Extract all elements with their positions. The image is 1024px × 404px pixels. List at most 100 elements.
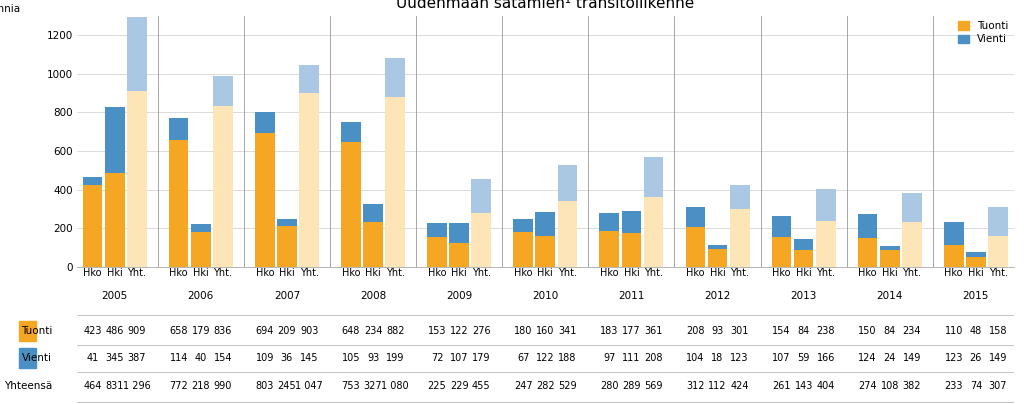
Text: 183: 183 xyxy=(600,326,618,336)
Bar xyxy=(966,252,986,257)
Title: Uudenmaan satamien¹ transitoliikenne: Uudenmaan satamien¹ transitoliikenne xyxy=(396,0,694,11)
Text: 2011: 2011 xyxy=(618,291,644,301)
Text: 387: 387 xyxy=(128,353,146,363)
Bar xyxy=(127,91,146,267)
Bar xyxy=(772,237,792,267)
Text: 225: 225 xyxy=(428,381,446,391)
Text: 247: 247 xyxy=(514,381,532,391)
Bar xyxy=(944,222,964,246)
Text: 772: 772 xyxy=(169,381,188,391)
Text: 107: 107 xyxy=(450,353,468,363)
Text: 122: 122 xyxy=(450,326,468,336)
Text: 803: 803 xyxy=(256,381,274,391)
Bar xyxy=(730,185,750,208)
Bar xyxy=(299,93,318,267)
Bar xyxy=(169,118,188,140)
Bar xyxy=(513,232,532,267)
Bar xyxy=(385,97,406,267)
Text: 36: 36 xyxy=(281,353,293,363)
Legend: Tuonti, Vienti: Tuonti, Vienti xyxy=(958,21,1009,44)
Text: 2013: 2013 xyxy=(791,291,817,301)
Bar xyxy=(385,58,406,97)
Text: 154: 154 xyxy=(214,353,232,363)
Bar xyxy=(427,223,446,237)
Text: 2015: 2015 xyxy=(963,291,989,301)
Text: 2007: 2007 xyxy=(273,291,300,301)
Text: 122: 122 xyxy=(536,353,555,363)
Bar xyxy=(599,213,620,231)
Text: 2006: 2006 xyxy=(187,291,214,301)
Text: 234: 234 xyxy=(903,326,922,336)
Text: 93: 93 xyxy=(367,353,379,363)
Bar xyxy=(213,76,232,105)
Text: 529: 529 xyxy=(558,381,577,391)
Text: 72: 72 xyxy=(431,353,443,363)
Text: 160: 160 xyxy=(537,326,554,336)
Text: 41: 41 xyxy=(86,353,98,363)
Text: 199: 199 xyxy=(386,353,404,363)
Text: 312: 312 xyxy=(686,381,705,391)
Bar xyxy=(513,219,532,232)
Bar xyxy=(685,227,706,267)
Text: Vienti: Vienti xyxy=(23,353,52,363)
Bar xyxy=(341,122,360,142)
Text: 84: 84 xyxy=(798,326,810,336)
Bar xyxy=(255,112,274,133)
Text: 238: 238 xyxy=(816,326,835,336)
Bar xyxy=(858,214,878,238)
Bar xyxy=(644,197,664,267)
Text: 123: 123 xyxy=(944,353,963,363)
Text: 179: 179 xyxy=(191,326,210,336)
Text: 93: 93 xyxy=(712,326,724,336)
Text: 114: 114 xyxy=(169,353,187,363)
Text: 123: 123 xyxy=(730,353,749,363)
Bar xyxy=(364,204,383,221)
Text: 2009: 2009 xyxy=(446,291,472,301)
Text: 261: 261 xyxy=(772,381,791,391)
Text: 836: 836 xyxy=(214,326,232,336)
Bar xyxy=(988,208,1008,236)
Bar xyxy=(858,238,878,267)
Bar xyxy=(536,213,555,236)
Text: Tuonti: Tuonti xyxy=(20,326,52,336)
Text: 67: 67 xyxy=(517,353,529,363)
Text: 74: 74 xyxy=(970,381,982,391)
Text: 233: 233 xyxy=(944,381,963,391)
Text: 2012: 2012 xyxy=(705,291,731,301)
Text: 111: 111 xyxy=(623,353,641,363)
Text: 327: 327 xyxy=(364,381,382,391)
Text: 166: 166 xyxy=(816,353,835,363)
Bar xyxy=(427,237,446,267)
Text: 2014: 2014 xyxy=(877,291,903,301)
Text: 307: 307 xyxy=(989,381,1008,391)
Bar xyxy=(772,217,792,237)
Text: 831: 831 xyxy=(105,381,124,391)
Text: 143: 143 xyxy=(795,381,813,391)
Text: 2005: 2005 xyxy=(101,291,128,301)
Bar xyxy=(988,236,1008,267)
Bar xyxy=(966,257,986,267)
Bar xyxy=(83,177,102,185)
Text: 382: 382 xyxy=(903,381,922,391)
Text: 153: 153 xyxy=(428,326,446,336)
Bar xyxy=(944,246,964,267)
Text: 1 047: 1 047 xyxy=(295,381,323,391)
Text: 455: 455 xyxy=(472,381,490,391)
Bar xyxy=(880,250,900,267)
Text: 188: 188 xyxy=(558,353,577,363)
Bar xyxy=(169,140,188,267)
Text: 149: 149 xyxy=(903,353,922,363)
Text: 1 000
tonnia: 1 000 tonnia xyxy=(0,0,20,14)
Bar xyxy=(622,211,641,233)
Bar xyxy=(558,201,578,267)
Bar xyxy=(599,231,620,267)
Text: 289: 289 xyxy=(623,381,641,391)
Text: 40: 40 xyxy=(195,353,207,363)
Text: 109: 109 xyxy=(256,353,274,363)
Bar xyxy=(190,232,211,267)
Text: 97: 97 xyxy=(603,353,615,363)
Text: 180: 180 xyxy=(514,326,532,336)
Text: 150: 150 xyxy=(858,326,877,336)
Text: 909: 909 xyxy=(128,326,146,336)
Text: 59: 59 xyxy=(798,353,810,363)
